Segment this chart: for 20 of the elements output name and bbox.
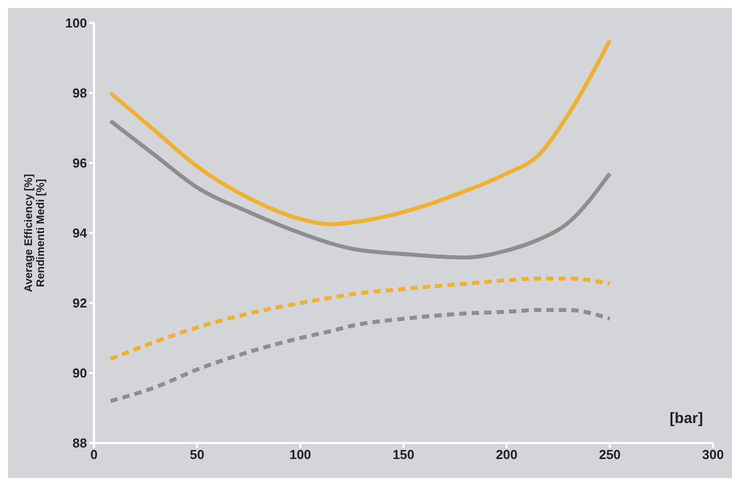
- line-series: [108, 119, 612, 260]
- y-tick-label: 94: [72, 226, 88, 241]
- y-tick-label: 90: [72, 366, 87, 381]
- y-tick-label: 100: [65, 16, 87, 31]
- x-tick-label: 150: [392, 447, 414, 462]
- y-axis-title: Average Efficiency [%] Rendimenti Medi [%]: [23, 174, 47, 292]
- x-tick-label: 250: [598, 447, 621, 462]
- x-axis-title: [bar]: [670, 410, 703, 427]
- y-tick-label: 98: [72, 86, 87, 101]
- line-series: [108, 38, 612, 226]
- y-tick-label: 88: [72, 436, 87, 451]
- x-tick-label: 0: [90, 447, 98, 462]
- y-tick-label: 92: [72, 296, 87, 311]
- x-tick-label: 100: [289, 447, 312, 462]
- y-tick-label: 96: [72, 156, 87, 171]
- line-series: [108, 276, 612, 361]
- line-series: [108, 308, 612, 403]
- x-tick-label: 300: [702, 447, 724, 462]
- x-tick-label: 50: [190, 447, 204, 462]
- x-tick-label: 200: [496, 447, 518, 462]
